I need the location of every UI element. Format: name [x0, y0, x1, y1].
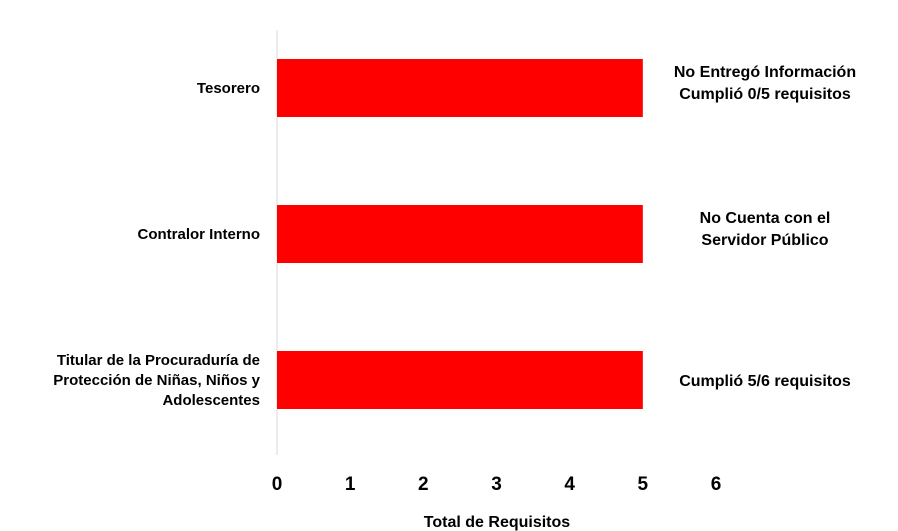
bar-annotation-1-line-1: No Entregó Información — [674, 64, 856, 81]
category-label-3-line-3: Adolescentes — [162, 392, 260, 409]
bar-annotation-3-line-1: Cumplió 5/6 requisitos — [679, 373, 851, 390]
x-tick-label-0: 0 — [272, 474, 283, 495]
category-label-1-line-1: Tesorero — [197, 80, 260, 97]
bar-2 — [277, 205, 643, 263]
x-axis-title: Total de Requisitos — [424, 514, 570, 531]
bar-annotation-2-line-1: No Cuenta con el — [700, 210, 831, 227]
x-tick-labels: 0 1 2 3 4 5 6 — [272, 474, 722, 495]
bar-1 — [277, 59, 643, 117]
x-tick-label-1: 1 — [345, 474, 356, 495]
bar-annotation-1-line-2: Cumplió 0/5 requisitos — [679, 86, 851, 103]
bar-annotation-2-line-2: Servidor Público — [701, 232, 828, 249]
category-label-2-line-1: Contralor Interno — [138, 226, 261, 243]
bar-3 — [277, 351, 643, 409]
x-tick-label-2: 2 — [418, 474, 429, 495]
category-labels: Tesorero Contralor Interno Titular de la P… — [53, 80, 260, 409]
bar-annotations: No Entregó Información Cumplió 0/5 requis… — [674, 64, 856, 390]
x-tick-label-6: 6 — [711, 474, 722, 495]
x-tick-label-5: 5 — [638, 474, 649, 495]
bars-group — [277, 59, 643, 409]
x-tick-label-4: 4 — [564, 474, 575, 495]
category-label-3-line-2: Protección de Niñas, Niños y — [53, 372, 260, 389]
category-label-3-line-1: Titular de la Procuraduría de — [57, 352, 260, 369]
x-tick-label-3: 3 — [491, 474, 502, 495]
